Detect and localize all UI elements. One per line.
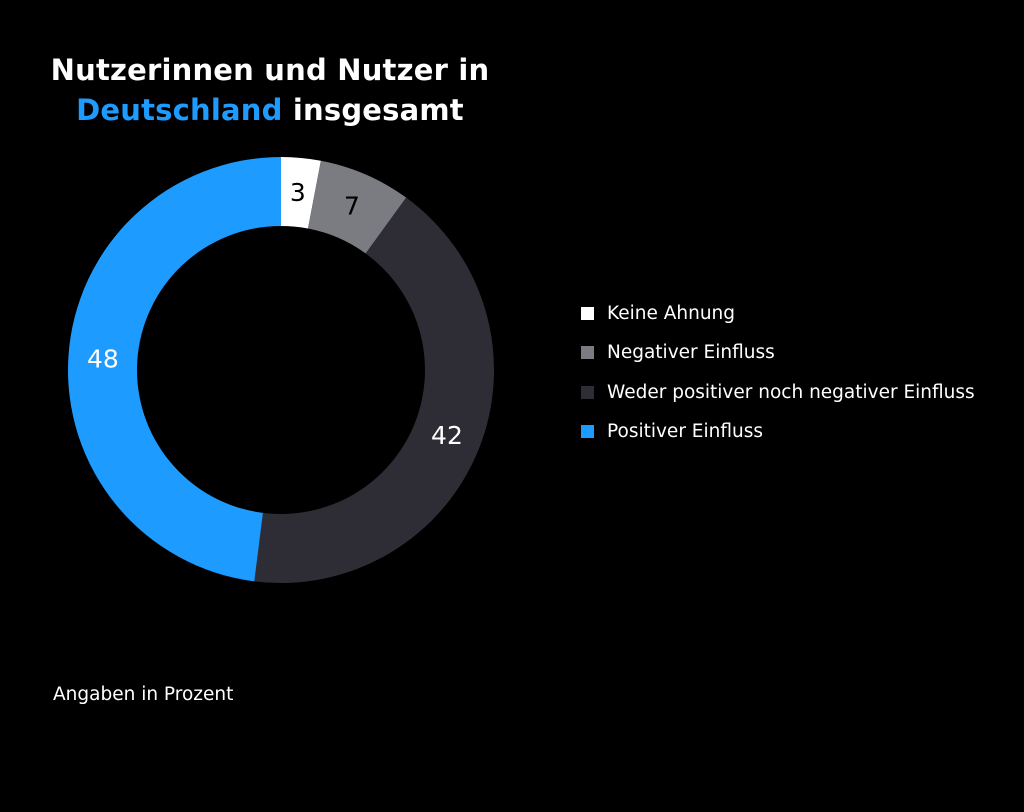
legend-item-2: Weder positiver noch negativer Einfluss	[581, 379, 975, 405]
legend-swatch-2	[581, 385, 594, 399]
legend-label-0: Keine Ahnung	[607, 302, 736, 324]
chart-legend: Keine Ahnung Negativer Einfluss Weder posi…	[581, 300, 975, 458]
unit-footnote: Angaben in Prozent	[53, 684, 234, 705]
legend-item-0: Keine Ahnung	[581, 300, 975, 326]
slice-value-label-1: 7	[344, 192, 360, 221]
legend-label-2: Weder positiver noch negativer Einfluss	[607, 381, 975, 403]
legend-swatch-0	[581, 306, 594, 320]
title-rest: insgesamt	[292, 93, 464, 127]
legend-swatch-3	[581, 425, 594, 438]
donut-slice-2	[254, 197, 495, 583]
chart-title: Nutzerinnen und Nutzer in Deutschland in…	[40, 50, 500, 130]
slice-value-label-0: 3	[290, 178, 306, 207]
legend-item-3: Positiver Einfluss	[581, 419, 975, 445]
title-highlight: Deutschland	[76, 93, 283, 127]
legend-label-3: Positiver Einfluss	[607, 421, 764, 442]
legend-label-1: Negativer Einfluss	[607, 342, 775, 363]
title-line-2: Deutschland insgesamt	[40, 90, 500, 130]
donut-slice-3	[67, 156, 281, 582]
legend-item-1: Negativer Einfluss	[581, 340, 975, 366]
donut-slice-0	[281, 157, 321, 229]
legend-swatch-1	[581, 346, 594, 359]
title-line-1: Nutzerinnen und Nutzer in	[50, 53, 490, 87]
slice-value-label-2: 42	[431, 421, 463, 450]
slice-value-label-3: 48	[87, 344, 119, 373]
donut-slice-1	[307, 160, 407, 254]
